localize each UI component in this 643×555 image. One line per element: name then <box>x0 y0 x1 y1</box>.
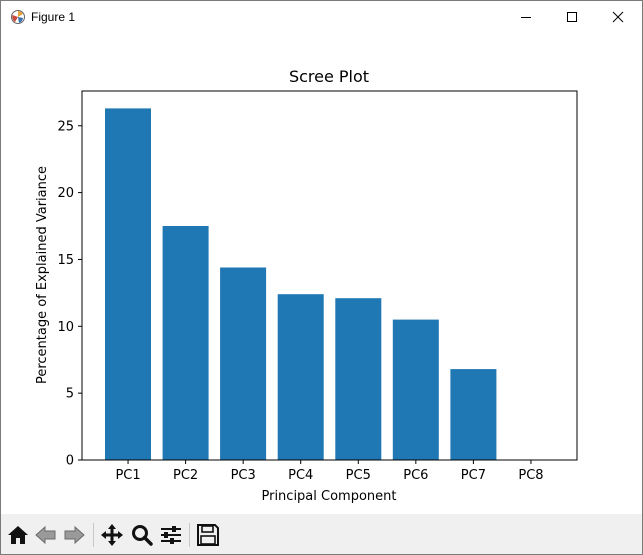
minimize-icon <box>521 17 531 18</box>
x-tick-label-pc1: PC1 <box>115 468 140 483</box>
configure-subplots-button[interactable] <box>158 522 184 548</box>
scree-plot-chart: Scree Plot 0 5 10 15 20 25 PC1 PC2 PC3 PC4 PC5 PC6… <box>35 67 578 504</box>
pan-button[interactable] <box>99 522 125 548</box>
chart-title: Scree Plot <box>289 67 369 86</box>
zoom-button[interactable] <box>129 522 155 548</box>
navigation-toolbar <box>1 514 642 554</box>
y-tick-label: 10 <box>57 320 74 335</box>
maximize-icon <box>567 12 577 22</box>
x-tick-label-pc6: PC6 <box>403 468 428 483</box>
title-bar[interactable]: Figure 1 <box>1 1 642 33</box>
close-icon <box>612 11 624 23</box>
configure-subplots-icon <box>161 526 181 544</box>
home-button[interactable] <box>5 522 31 548</box>
x-tick-label-pc2: PC2 <box>173 468 198 483</box>
pan-move-icon <box>101 524 123 546</box>
bar-pc6 <box>392 319 439 460</box>
x-tick-label-pc8: PC8 <box>518 468 543 483</box>
home-icon <box>8 526 28 544</box>
x-axis-label: Principal Component <box>261 489 396 504</box>
figure-canvas[interactable]: Scree Plot 0 5 10 15 20 25 PC1 PC2 PC3 PC4 PC5 PC6… <box>1 33 642 513</box>
save-floppy-icon <box>197 524 219 546</box>
toolbar-separator <box>189 523 190 547</box>
y-tick-label: 25 <box>57 119 74 134</box>
y-axis-label: Percentage of Explained Variance <box>35 166 50 384</box>
bar-pc4 <box>277 294 324 460</box>
x-tick-label-pc4: PC4 <box>288 468 313 483</box>
forward-arrow-icon <box>64 525 85 545</box>
forward-button[interactable] <box>61 522 87 548</box>
matplotlib-figure-icon <box>11 10 25 24</box>
y-tick-label: 15 <box>57 253 74 268</box>
back-arrow-icon <box>35 525 56 545</box>
bar-pc5 <box>335 298 382 460</box>
back-button[interactable] <box>33 522 59 548</box>
minimize-button[interactable] <box>503 1 549 33</box>
toolbar-separator <box>93 523 94 547</box>
y-tick-label: 0 <box>66 454 74 469</box>
x-tick-label-pc5: PC5 <box>346 468 371 483</box>
y-tick-label: 20 <box>57 186 74 201</box>
window-title: Figure 1 <box>31 10 76 24</box>
x-tick-label-pc3: PC3 <box>231 468 256 483</box>
save-button[interactable] <box>195 522 221 548</box>
bar-pc3 <box>220 267 267 460</box>
close-button[interactable] <box>595 1 641 33</box>
maximize-button[interactable] <box>549 1 595 33</box>
x-tick-label-pc7: PC7 <box>461 468 486 483</box>
bar-pc2 <box>162 226 209 460</box>
bar-pc1 <box>105 108 151 461</box>
axes-frame <box>81 90 578 461</box>
bar-pc7 <box>450 369 497 460</box>
y-tick-label: 5 <box>66 387 74 402</box>
zoom-magnifier-icon <box>132 525 153 546</box>
